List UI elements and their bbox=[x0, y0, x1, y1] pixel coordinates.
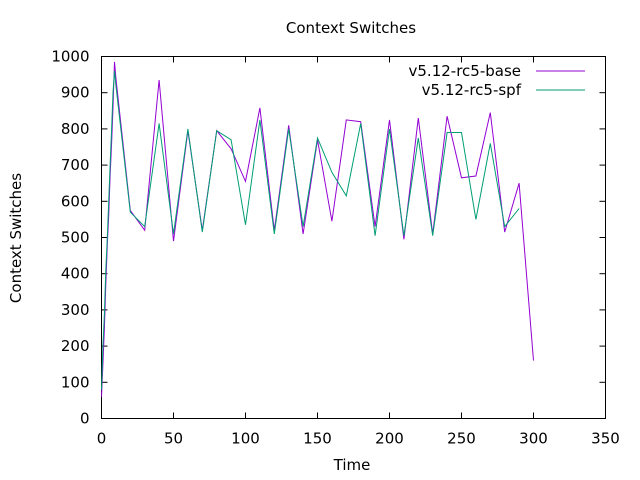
x-tick-label: 300 bbox=[519, 430, 548, 448]
y-tick-label: 0 bbox=[80, 410, 90, 428]
y-tick-label: 900 bbox=[61, 84, 90, 102]
series-lines bbox=[101, 61, 534, 397]
plot-frame bbox=[101, 56, 606, 419]
y-tick-label: 600 bbox=[61, 192, 90, 210]
series-line-base bbox=[101, 61, 534, 397]
x-tick-label: 150 bbox=[303, 430, 332, 448]
y-axis-ticks: 0 100 200 300 400 500 600 700 800 900 1000 bbox=[51, 48, 606, 428]
x-tick-label: 0 bbox=[97, 430, 107, 448]
x-tick-label: 200 bbox=[375, 430, 404, 448]
y-tick-label: 1000 bbox=[51, 48, 89, 66]
y-axis-label: Context Switches bbox=[7, 173, 25, 303]
chart-title: Context Switches bbox=[286, 19, 416, 37]
x-tick-label: 50 bbox=[164, 430, 183, 448]
legend-label: v5.12-rc5-base bbox=[409, 62, 522, 80]
y-tick-label: 100 bbox=[61, 373, 90, 391]
y-tick-label: 400 bbox=[61, 265, 90, 283]
y-tick-label: 800 bbox=[61, 120, 90, 138]
y-tick-label: 200 bbox=[61, 337, 90, 355]
y-tick-label: 300 bbox=[61, 301, 90, 319]
series-line-spf bbox=[101, 70, 520, 390]
x-axis-label: Time bbox=[333, 456, 371, 474]
x-tick-label: 250 bbox=[447, 430, 476, 448]
x-tick-label: 100 bbox=[231, 430, 260, 448]
y-tick-label: 500 bbox=[61, 229, 90, 247]
y-tick-label: 700 bbox=[61, 156, 90, 174]
legend-label: v5.12-rc5-spf bbox=[422, 81, 522, 99]
x-axis-ticks: 0 50 100 150 200 250 300 350 bbox=[97, 56, 620, 448]
x-tick-label: 350 bbox=[591, 430, 620, 448]
